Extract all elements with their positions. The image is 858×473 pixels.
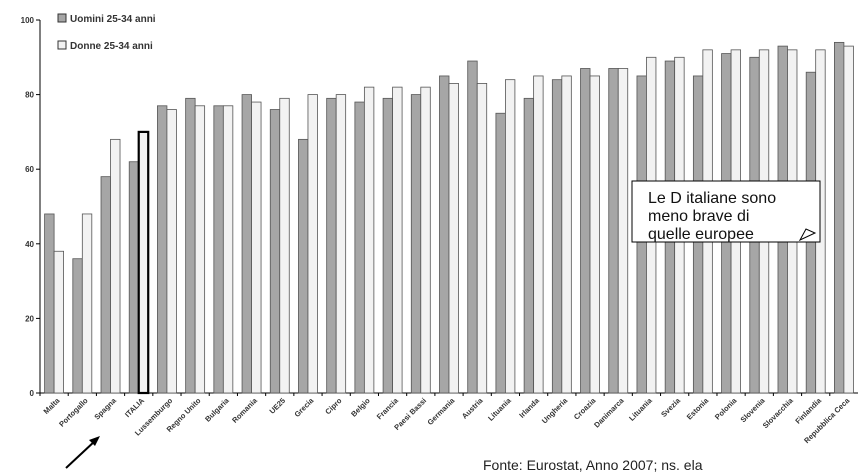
legend-label-men: Uomini 25-34 anni xyxy=(70,14,156,25)
bar-women-9 xyxy=(307,94,318,394)
category-label: Irlanda xyxy=(517,395,541,419)
category-label: Svezia xyxy=(659,395,682,418)
bar-women-8 xyxy=(279,97,290,394)
category-label: Austria xyxy=(460,395,485,420)
bar-men-0 xyxy=(44,213,55,394)
bar-women-16 xyxy=(505,79,516,394)
bar-men-16 xyxy=(495,112,506,394)
bar-men-18 xyxy=(551,79,563,394)
category-label: ITALIA xyxy=(123,396,146,419)
source-note: Fonte: Eurostat, Anno 2007; ns. ela xyxy=(483,457,703,473)
bar-women-13 xyxy=(420,86,431,394)
italy-arrow-icon xyxy=(65,436,100,469)
bar-men-3 xyxy=(128,161,140,394)
bar-men-13 xyxy=(410,94,422,394)
y-tick-label: 40 xyxy=(25,240,34,249)
category-label: Estonia xyxy=(685,395,711,421)
category-label: Polonia xyxy=(713,395,739,421)
category-label: Slovacchia xyxy=(761,395,796,430)
bar-men-12 xyxy=(382,97,393,394)
legend-swatch-women xyxy=(57,40,67,50)
bar-women-3 xyxy=(137,130,150,395)
bar-men-6 xyxy=(213,105,224,394)
bar-women-1 xyxy=(81,213,93,394)
callout-line-1: Le D italiane sono xyxy=(648,190,776,207)
bar-men-11 xyxy=(354,101,365,394)
y-tick-label: 100 xyxy=(21,16,35,25)
legend-label-women: Donne 25-34 anni xyxy=(70,41,153,52)
category-label: Croazia xyxy=(572,395,598,421)
category-label: Belgio xyxy=(349,396,372,419)
bar-men-4 xyxy=(157,105,168,394)
category-label: Germania xyxy=(426,395,457,426)
y-tick-label: 60 xyxy=(25,165,34,174)
bar-women-20 xyxy=(617,68,629,394)
bar-men-5 xyxy=(185,97,196,394)
bar-men-9 xyxy=(298,138,309,394)
y-tick-label: 20 xyxy=(25,314,34,323)
bar-women-7 xyxy=(251,101,262,394)
bar-men-8 xyxy=(269,109,281,394)
bar-women-5 xyxy=(194,105,206,394)
category-label: Ungheria xyxy=(540,395,570,425)
callout-frame xyxy=(631,180,821,243)
bar-women-10 xyxy=(335,94,347,394)
bar-women-18 xyxy=(561,75,572,394)
bar-women-0 xyxy=(53,250,64,394)
bar-women-15 xyxy=(476,83,488,394)
callout: Le D italiane sono meno brave di quelle … xyxy=(631,180,821,243)
bar-women-11 xyxy=(363,86,375,394)
bar-men-20 xyxy=(608,68,619,394)
category-label: Spagna xyxy=(92,395,118,421)
bar-women-12 xyxy=(392,86,403,394)
category-label: Grecia xyxy=(293,395,316,418)
bar-women-17 xyxy=(533,75,544,394)
bar-men-7 xyxy=(241,94,252,394)
category-label: Cipro xyxy=(323,396,344,417)
bar-women-2 xyxy=(110,138,121,394)
category-label: UE25 xyxy=(268,396,288,416)
bar-men-1 xyxy=(72,258,83,394)
legend-swatch-men xyxy=(57,13,67,23)
category-label: Portogallo xyxy=(57,396,90,429)
bar-women-4 xyxy=(166,109,177,394)
category-label: Bulgaria xyxy=(203,395,231,423)
category-label: Malta xyxy=(42,395,63,416)
bar-men-15 xyxy=(467,60,478,394)
bar-women-6 xyxy=(222,105,234,394)
category-label: Danimarca xyxy=(592,395,626,429)
bar-women-19 xyxy=(589,75,600,394)
callout-line-2: meno brave di xyxy=(648,208,749,225)
y-tick-label: 0 xyxy=(30,389,35,398)
bar-women-28 xyxy=(843,45,854,394)
bar-men-28 xyxy=(834,41,845,394)
callout-tail xyxy=(798,228,817,242)
category-label: Romania xyxy=(230,395,259,424)
bar-men-10 xyxy=(326,97,337,394)
category-label: Lituania xyxy=(627,395,654,422)
category-label: Slovenia xyxy=(739,395,768,424)
y-tick-label: 80 xyxy=(25,91,34,100)
legend: Uomini 25-34 anni Donne 25-34 anni xyxy=(57,13,156,52)
bar-women-14 xyxy=(448,83,459,394)
bar-men-14 xyxy=(439,75,450,394)
bar-men-19 xyxy=(580,68,591,394)
bar-men-2 xyxy=(100,176,111,394)
bar-men-17 xyxy=(523,97,535,394)
category-label: Francia xyxy=(375,395,401,421)
callout-line-3: quelle europee xyxy=(648,226,754,243)
category-label: Lituania xyxy=(486,395,513,422)
